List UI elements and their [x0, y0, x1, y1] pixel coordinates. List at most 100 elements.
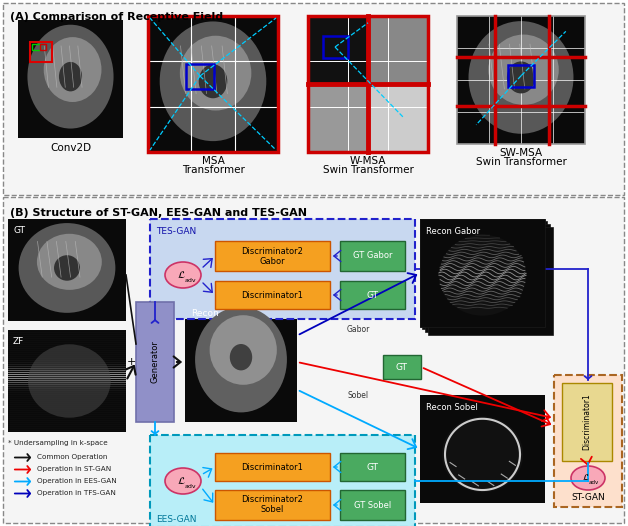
- Bar: [8, 388, 126, 389]
- Bar: [8, 356, 126, 357]
- Bar: [8, 386, 126, 387]
- FancyBboxPatch shape: [554, 375, 622, 507]
- Ellipse shape: [210, 315, 277, 385]
- Bar: [8, 219, 126, 321]
- Ellipse shape: [165, 262, 201, 288]
- Text: (B) Structure of ST-GAN, EES-GAN and TES-GAN: (B) Structure of ST-GAN, EES-GAN and TES…: [10, 208, 307, 218]
- Ellipse shape: [54, 255, 80, 281]
- Bar: [8, 398, 126, 399]
- Text: W-MSA: W-MSA: [350, 156, 386, 166]
- Bar: [8, 416, 126, 417]
- Bar: [8, 358, 126, 359]
- Bar: [8, 370, 126, 371]
- Text: GT: GT: [13, 226, 25, 235]
- Ellipse shape: [198, 64, 227, 98]
- Bar: [8, 428, 126, 429]
- Ellipse shape: [489, 35, 559, 105]
- Ellipse shape: [195, 307, 287, 412]
- FancyBboxPatch shape: [340, 241, 405, 271]
- FancyBboxPatch shape: [422, 221, 547, 329]
- Bar: [8, 364, 126, 365]
- Bar: [8, 424, 126, 425]
- Text: Conv2D: Conv2D: [50, 143, 91, 153]
- Bar: [8, 402, 126, 403]
- Bar: [8, 336, 126, 337]
- Bar: [8, 354, 126, 355]
- Bar: [8, 400, 126, 401]
- Text: Operation in ST-GAN: Operation in ST-GAN: [37, 467, 111, 472]
- Text: adv: adv: [184, 483, 196, 489]
- FancyBboxPatch shape: [150, 219, 415, 319]
- FancyBboxPatch shape: [383, 355, 421, 379]
- Text: Swin Transformer: Swin Transformer: [475, 157, 566, 167]
- FancyBboxPatch shape: [136, 302, 174, 422]
- Text: Generator: Generator: [151, 340, 160, 383]
- FancyBboxPatch shape: [215, 241, 330, 271]
- Ellipse shape: [59, 62, 82, 92]
- Bar: [8, 384, 126, 385]
- Bar: [8, 414, 126, 415]
- Bar: [8, 374, 126, 375]
- FancyBboxPatch shape: [3, 3, 624, 195]
- Bar: [368, 84, 428, 152]
- FancyBboxPatch shape: [215, 490, 330, 520]
- Bar: [8, 342, 126, 343]
- Bar: [8, 404, 126, 405]
- Text: GT Sobel: GT Sobel: [354, 501, 391, 510]
- Bar: [308, 16, 368, 84]
- Text: adv: adv: [589, 480, 599, 484]
- Text: MSA: MSA: [202, 156, 224, 166]
- Bar: [8, 360, 126, 361]
- Text: TES-GAN: TES-GAN: [156, 227, 196, 236]
- Ellipse shape: [19, 223, 116, 313]
- Ellipse shape: [37, 234, 102, 290]
- Bar: [8, 348, 126, 349]
- Bar: [8, 418, 126, 419]
- Bar: [8, 330, 126, 432]
- Bar: [8, 366, 126, 367]
- Bar: [368, 16, 428, 84]
- Bar: [457, 16, 585, 144]
- Bar: [8, 420, 126, 421]
- Bar: [8, 350, 126, 351]
- Bar: [185, 302, 297, 422]
- Bar: [8, 334, 126, 335]
- Bar: [8, 396, 126, 397]
- Text: Operation in EES-GAN: Operation in EES-GAN: [37, 479, 117, 484]
- Bar: [8, 430, 126, 431]
- Text: Gabor: Gabor: [347, 325, 370, 334]
- Bar: [8, 390, 126, 391]
- Text: ZF: ZF: [13, 337, 24, 346]
- Bar: [8, 332, 126, 333]
- Bar: [420, 395, 545, 503]
- Text: $\mathcal{L}$: $\mathcal{L}$: [176, 268, 185, 279]
- Bar: [308, 84, 368, 152]
- Ellipse shape: [165, 468, 201, 494]
- Bar: [8, 426, 126, 427]
- Text: Discriminator2: Discriminator2: [242, 495, 303, 504]
- FancyBboxPatch shape: [562, 383, 612, 461]
- Bar: [420, 219, 545, 327]
- Text: Recon Gabor: Recon Gabor: [426, 227, 480, 236]
- Text: GT: GT: [396, 362, 408, 371]
- Text: +: +: [126, 357, 136, 367]
- FancyBboxPatch shape: [428, 227, 553, 335]
- FancyBboxPatch shape: [3, 197, 624, 523]
- Bar: [8, 344, 126, 345]
- Bar: [8, 338, 126, 339]
- Text: $\mathcal{L}$: $\mathcal{L}$: [582, 472, 590, 482]
- Text: Swin Transformer: Swin Transformer: [323, 165, 413, 175]
- Bar: [8, 372, 126, 373]
- FancyBboxPatch shape: [340, 490, 405, 520]
- FancyBboxPatch shape: [215, 281, 330, 309]
- Bar: [8, 378, 126, 379]
- Text: Recon: Recon: [191, 309, 219, 318]
- Bar: [8, 422, 126, 423]
- Bar: [8, 376, 126, 377]
- Text: ST-GAN: ST-GAN: [571, 492, 605, 501]
- FancyBboxPatch shape: [425, 224, 550, 332]
- Text: Common Operation: Common Operation: [37, 454, 107, 460]
- Text: Gabor: Gabor: [260, 257, 285, 266]
- Bar: [8, 346, 126, 347]
- Text: Transformer: Transformer: [181, 165, 244, 175]
